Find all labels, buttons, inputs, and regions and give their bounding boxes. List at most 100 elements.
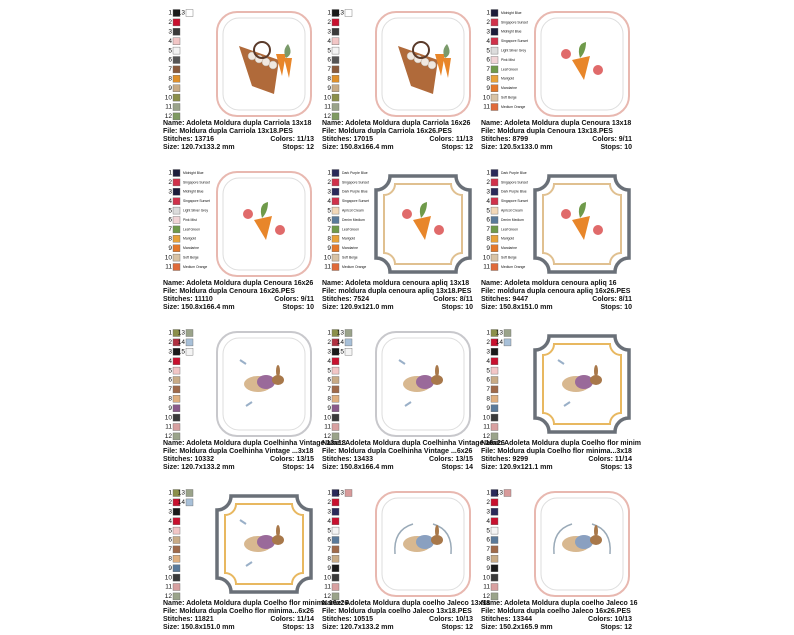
swatch-number: 14 bbox=[496, 339, 504, 346]
swatch bbox=[172, 366, 181, 375]
info-size: Size: 150.8x166.4 mm bbox=[322, 464, 394, 471]
swatch-number: 3 bbox=[327, 189, 331, 196]
swatch bbox=[172, 404, 181, 412]
flowers bbox=[239, 519, 253, 567]
swatch-number: 4 bbox=[486, 518, 490, 525]
swatch-number: 4 bbox=[168, 358, 172, 365]
swatch-number: 4 bbox=[327, 518, 331, 525]
value: 13 bbox=[306, 624, 314, 631]
swatch bbox=[490, 206, 499, 215]
swatch bbox=[185, 9, 194, 17]
leaves bbox=[443, 44, 450, 58]
label: Name: bbox=[163, 120, 184, 127]
swatch-number: 5 bbox=[168, 527, 172, 534]
swatch-number: 4 bbox=[327, 38, 331, 45]
value: Moldura dupla Cenoura 16x26.PES bbox=[179, 288, 295, 295]
info-size: Size: 150.2x165.9 mm bbox=[481, 624, 553, 631]
swatch-number: 8 bbox=[486, 76, 490, 83]
swatch bbox=[490, 216, 499, 224]
label: Stops: bbox=[441, 624, 463, 631]
info-file: File: moldura dupla cenoura apliq 13x18.… bbox=[322, 288, 472, 295]
info-name: Name: Adoleta moldura cenoura apliq 16 bbox=[481, 280, 617, 287]
value: 12 bbox=[624, 624, 632, 631]
info-name: Name: Adoleta Moldura dupla Cenoura 16x2… bbox=[163, 280, 313, 287]
value: 10 bbox=[465, 304, 473, 311]
swatch-number: 9 bbox=[327, 245, 331, 252]
swatch bbox=[172, 188, 181, 196]
swatch-number: 7 bbox=[327, 66, 331, 73]
bunny-ear bbox=[276, 525, 280, 537]
label: Colors: bbox=[429, 456, 454, 463]
frame-outer bbox=[375, 331, 471, 437]
label: Colors: bbox=[429, 136, 454, 143]
swatch-number: 1 bbox=[327, 10, 331, 17]
thread-name: Light Silver Grey bbox=[501, 48, 526, 52]
swatch bbox=[172, 253, 181, 262]
frame-outer bbox=[215, 494, 313, 594]
info-stitches: Stitches: 10515 bbox=[322, 616, 373, 623]
swatch-number: 10 bbox=[483, 574, 491, 581]
swatch-number: 2 bbox=[168, 19, 172, 26]
value: Adoleta Moldura dupla Carriola 16x26 bbox=[345, 120, 470, 127]
swatch bbox=[172, 508, 181, 516]
label: Stitches: bbox=[322, 136, 352, 143]
swatch-number: 6 bbox=[327, 217, 331, 224]
label: Colors: bbox=[429, 616, 454, 623]
info-file: File: Moldura dupla Coelho flor minima..… bbox=[163, 608, 314, 615]
info-colors: Colors: 13/15 bbox=[270, 456, 314, 463]
thread-name: Mandarine bbox=[342, 246, 358, 250]
swatch-number: 2 bbox=[168, 179, 172, 186]
label: File: bbox=[322, 128, 336, 135]
swatch bbox=[344, 348, 353, 356]
swatch-number: 13 bbox=[337, 10, 345, 17]
label: Size: bbox=[163, 464, 179, 471]
swatch-number: 7 bbox=[168, 226, 172, 233]
thread-name: Pink Mist bbox=[183, 218, 197, 222]
label: Name: bbox=[481, 600, 502, 607]
value: 12 bbox=[465, 624, 473, 631]
value: 13 bbox=[624, 464, 632, 471]
swatch-number: 4 bbox=[168, 38, 172, 45]
swatch bbox=[490, 564, 499, 572]
swatch bbox=[172, 526, 181, 535]
bunny-ear bbox=[594, 525, 598, 537]
bunny-coat bbox=[257, 375, 275, 389]
thread-name: Soft Beige bbox=[501, 255, 517, 259]
thread-name: Singapore Sunset bbox=[183, 180, 210, 184]
swatch bbox=[172, 432, 181, 441]
frame-outer bbox=[375, 11, 471, 117]
swatch bbox=[172, 376, 181, 384]
swatch-number: 6 bbox=[486, 217, 490, 224]
value: 150.8x166.4 mm bbox=[340, 144, 393, 151]
swatch bbox=[331, 216, 340, 224]
swatch-number: 9 bbox=[168, 245, 172, 252]
thread-name: Leaf Green bbox=[183, 227, 200, 231]
swatch-number: 11 bbox=[165, 424, 172, 431]
value: 120.7x133.2 mm bbox=[340, 624, 393, 631]
swatch-number: 5 bbox=[327, 47, 331, 54]
label: Colors: bbox=[270, 456, 295, 463]
swatch-number: 14 bbox=[178, 339, 186, 346]
info-colors: Colors: 9/11 bbox=[274, 296, 314, 303]
info-file: File: moldura dupla cenoura apliq 16x26.… bbox=[481, 288, 631, 295]
swatch-number: 9 bbox=[327, 565, 331, 572]
swatch-number: 8 bbox=[486, 236, 490, 243]
bunny-head bbox=[272, 375, 284, 385]
swatch-number: 8 bbox=[327, 556, 331, 563]
label: Size: bbox=[481, 304, 497, 311]
label: File: bbox=[163, 128, 177, 135]
swatch bbox=[172, 103, 181, 111]
label: Name: bbox=[481, 440, 502, 447]
frame-outer bbox=[375, 491, 471, 597]
swatch bbox=[490, 244, 499, 252]
swatch bbox=[172, 56, 181, 64]
swatch-number: 2 bbox=[168, 499, 172, 506]
label: Colors: bbox=[592, 136, 617, 143]
swatch-number: 8 bbox=[168, 76, 172, 83]
label: Stitches: bbox=[322, 456, 352, 463]
swatch-number: 2 bbox=[486, 499, 490, 506]
swatch bbox=[490, 75, 499, 83]
swatch bbox=[172, 545, 181, 554]
info-stitches: Stitches: 11821 bbox=[163, 616, 214, 623]
